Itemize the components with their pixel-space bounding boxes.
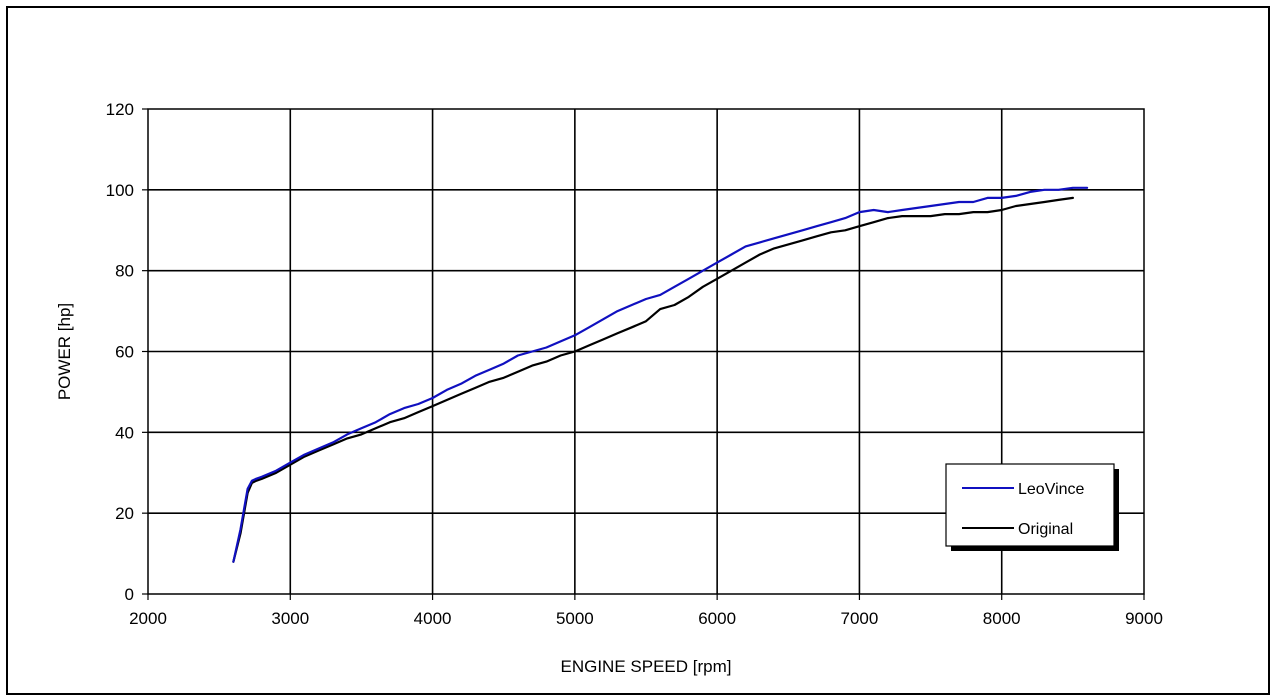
x-tick-label: 3000 — [271, 609, 309, 628]
legend: LeoVince Original — [945, 463, 1119, 551]
y-tick-label: 20 — [115, 504, 134, 523]
y-tick-label: 40 — [115, 423, 134, 442]
axis-ticks: 2000 3000 4000 5000 6000 7000 8000 9000 0 20 40 60 8… — [106, 100, 1163, 628]
legend-box — [945, 463, 1115, 547]
x-tick-label: 8000 — [983, 609, 1021, 628]
x-tick-label: 5000 — [556, 609, 594, 628]
x-tick-label: 9000 — [1125, 609, 1163, 628]
y-tick-label: 0 — [125, 585, 134, 604]
y-axis-title: POWER [hp] — [55, 303, 74, 400]
x-tick-label: 7000 — [841, 609, 879, 628]
y-tick-label: 100 — [106, 181, 134, 200]
x-tick-label: 2000 — [129, 609, 167, 628]
legend-label-original: Original — [1018, 521, 1073, 538]
legend-label-leovince: LeoVince — [1018, 481, 1085, 498]
chart-frame — [6, 6, 1270, 695]
series-lines — [232, 186, 1089, 563]
x-axis-title: ENGINE SPEED [rpm] — [561, 657, 732, 676]
y-tick-label: 120 — [106, 100, 134, 119]
x-tick-label: 4000 — [414, 609, 452, 628]
x-tick-label: 6000 — [698, 609, 736, 628]
series-line-leovince — [232, 186, 1089, 563]
y-tick-label: 60 — [115, 343, 134, 362]
series-line-original — [232, 196, 1075, 563]
y-tick-label: 80 — [115, 262, 134, 281]
